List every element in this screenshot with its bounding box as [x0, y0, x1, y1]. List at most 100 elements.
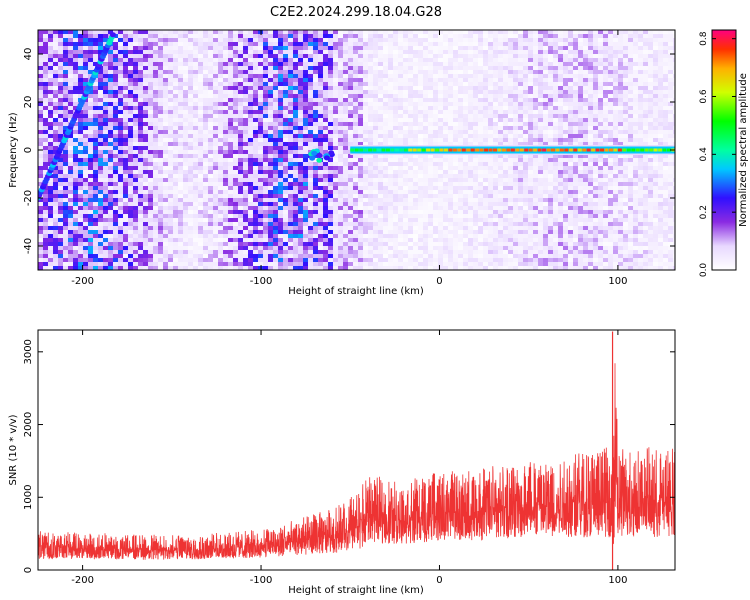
heatmap-cell: [323, 82, 328, 86]
heatmap-cell: [418, 158, 423, 162]
heatmap-cell: [183, 178, 188, 182]
heatmap-cell: [243, 138, 248, 142]
heatmap-cell: [433, 94, 438, 98]
heatmap-cell: [83, 258, 88, 262]
heatmap-cell: [333, 38, 338, 42]
heatmap-cell: [428, 226, 433, 230]
heatmap-cell: [288, 186, 293, 190]
heatmap-cell: [348, 170, 353, 174]
heatmap-cell: [228, 190, 233, 194]
heatmap-cell: [118, 162, 123, 166]
heatmap-cell: [68, 150, 73, 154]
heatmap-cell: [148, 150, 153, 154]
heatmap-cell: [348, 74, 353, 78]
heatmap-cell: [168, 62, 173, 66]
heatmap-cell: [143, 222, 148, 226]
heatmap-cell: [98, 234, 103, 238]
heatmap-cell: [158, 226, 163, 230]
heatmap-cell: [178, 206, 183, 210]
heatmap-cell: [38, 174, 43, 178]
heatmap-cell: [163, 126, 168, 130]
heatmap-cell: [128, 126, 133, 130]
heatmap-cell: [193, 74, 198, 78]
heatmap-cell: [173, 126, 178, 130]
heatmap-cell: [258, 42, 263, 46]
heatmap-cell: [68, 234, 73, 238]
heatmap-cell: [338, 130, 343, 134]
heatmap-cell: [418, 202, 423, 206]
heatmap-cell: [128, 114, 133, 118]
heatmap-cell: [303, 246, 308, 250]
heatmap-cell: [298, 250, 303, 254]
heatmap-cell: [328, 122, 333, 126]
heatmap-cell: [273, 122, 278, 126]
heatmap-cell: [318, 218, 323, 222]
heatmap-cell: [93, 214, 98, 218]
heatmap-cell: [388, 158, 393, 162]
heatmap-cell: [48, 150, 53, 154]
heatmap-cell: [38, 42, 43, 46]
heatmap-cell: [213, 166, 218, 170]
heatmap-cell: [118, 210, 123, 214]
heatmap-cell: [298, 50, 303, 54]
heatmap-cell: [423, 106, 428, 110]
heatmap-cell: [128, 90, 133, 94]
heatmap-cell: [123, 98, 128, 102]
heatmap-cell: [428, 242, 433, 246]
heatmap-cell: [148, 158, 153, 162]
heatmap-cell: [398, 58, 403, 62]
heatmap-cell: [258, 162, 263, 166]
heatmap-cell: [283, 150, 288, 154]
heatmap-cell: [253, 206, 258, 210]
heatmap-cell: [283, 266, 288, 270]
heatmap-cell: [153, 226, 158, 230]
heatmap-cell: [453, 82, 458, 86]
heatmap-cell: [208, 158, 213, 162]
heatmap-cell: [343, 222, 348, 226]
heatmap-cell: [53, 198, 58, 202]
heatmap-cell: [268, 214, 273, 218]
heatmap-cell: [313, 230, 318, 234]
heatmap-cell: [408, 126, 413, 130]
heatmap-cell: [298, 94, 303, 98]
heatmap-cell: [68, 58, 73, 62]
heatmap-cell: [188, 194, 193, 198]
heatmap-cell: [363, 62, 368, 66]
heatmap-cell: [448, 82, 453, 86]
heatmap-cell: [123, 42, 128, 46]
heatmap-cell: [303, 78, 308, 82]
heatmap-cell: [48, 246, 53, 250]
heatmap-cell: [268, 170, 273, 174]
heatmap-cell: [423, 262, 428, 266]
heatmap-cell: [208, 122, 213, 126]
heatmap-cell: [133, 182, 138, 186]
heatmap-cell: [258, 30, 263, 34]
heatmap-cell: [408, 234, 413, 238]
heatmap-cell: [148, 30, 153, 34]
heatmap-cell: [248, 182, 253, 186]
heatmap-cell: [138, 86, 143, 90]
heatmap-cell: [293, 62, 298, 66]
heatmap-cell: [198, 262, 203, 266]
heatmap-cell: [63, 102, 68, 106]
heatmap-cell: [213, 50, 218, 54]
heatmap-cell: [48, 178, 53, 182]
heatmap-cell: [278, 62, 283, 66]
heatmap-cell: [178, 54, 183, 58]
heatmap-cell: [368, 78, 373, 82]
heatmap-cell: [193, 38, 198, 42]
heatmap-cell: [253, 198, 258, 202]
heatmap-cell: [158, 198, 163, 202]
heatmap-cell: [213, 90, 218, 94]
heatmap-cell: [48, 186, 53, 190]
heatmap-cell: [443, 198, 448, 202]
heatmap-cell: [348, 94, 353, 98]
heatmap-cell: [243, 162, 248, 166]
heatmap-cell: [43, 70, 48, 74]
heatmap-cell: [38, 30, 43, 34]
heatmap-cell: [403, 258, 408, 262]
heatmap-cell: [333, 238, 338, 242]
heatmap-cell: [313, 90, 318, 94]
heatmap-cell: [58, 58, 63, 62]
heatmap-cell: [363, 126, 368, 130]
